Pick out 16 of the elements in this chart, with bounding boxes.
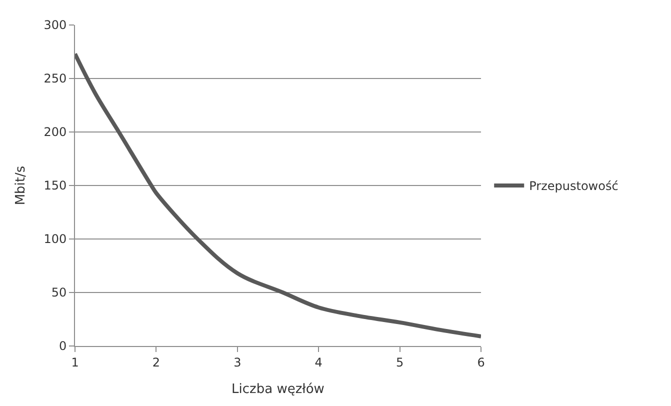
y-tick-label: 150 bbox=[44, 178, 67, 193]
x-axis-title: Liczba węzłów bbox=[232, 382, 325, 397]
y-tick-label: 50 bbox=[51, 286, 67, 300]
y-tick-label: 200 bbox=[44, 125, 67, 140]
x-tick-label: 3 bbox=[234, 355, 242, 370]
x-tick-label: 4 bbox=[314, 355, 322, 370]
x-tick-label: 2 bbox=[152, 355, 160, 370]
x-tick-label: 6 bbox=[477, 355, 485, 370]
y-tick-label: 250 bbox=[44, 72, 67, 86]
y-tick-label: 300 bbox=[44, 18, 67, 32]
x-tick-label: 5 bbox=[396, 355, 404, 370]
y-tick-label: 100 bbox=[44, 232, 67, 246]
y-tick-label: 0 bbox=[58, 339, 67, 354]
legend-label: Przepustowość bbox=[529, 179, 618, 194]
y-axis-title: Mbit/s bbox=[14, 166, 29, 206]
x-tick-label: 1 bbox=[71, 355, 79, 370]
